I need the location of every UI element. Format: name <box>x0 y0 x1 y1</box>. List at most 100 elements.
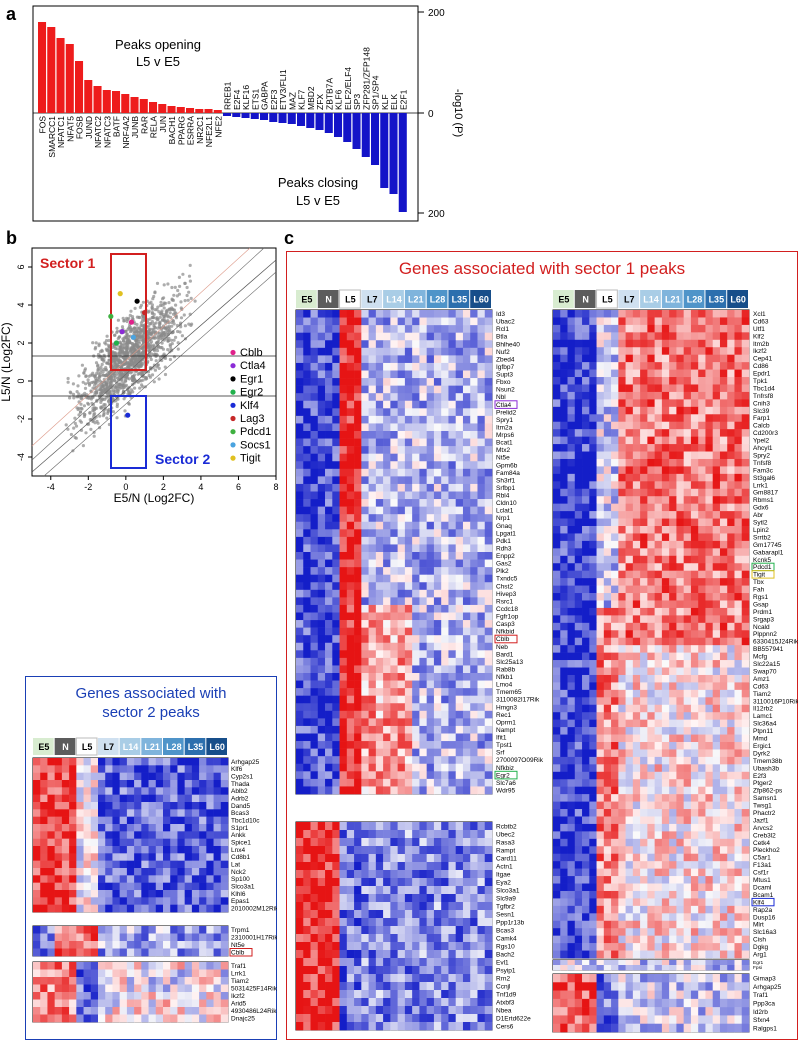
heat-cell <box>296 483 304 492</box>
heat-cell <box>433 355 442 364</box>
scatter-point <box>174 316 178 320</box>
heat-cell <box>61 868 70 876</box>
scatter-point <box>83 368 87 373</box>
heat-cell <box>441 771 449 780</box>
bar-klf7 <box>297 113 306 126</box>
scatter-point <box>141 348 146 352</box>
heat-cell <box>441 974 449 983</box>
heat-cell <box>199 941 207 949</box>
scatter-point <box>127 366 131 370</box>
heat-cell <box>441 958 449 967</box>
s2-gene-label: Adrb2 <box>231 796 249 803</box>
legend-klf4: Klf4 <box>240 400 259 412</box>
heat-cell <box>484 741 493 749</box>
heat-cell <box>484 822 493 831</box>
heat-cell <box>375 974 384 983</box>
scatter-point <box>148 317 152 321</box>
heat-cell <box>383 370 391 379</box>
bar-label: ELK <box>389 94 399 110</box>
heat-cell <box>303 536 311 545</box>
heat-cell <box>339 310 348 318</box>
heat-cell <box>112 758 120 766</box>
heat-cell <box>339 627 348 636</box>
heat-cell <box>332 370 340 379</box>
heat-cell <box>346 673 355 681</box>
heat-cell <box>390 710 398 719</box>
heat-cell <box>361 990 369 999</box>
heat-cell <box>441 657 449 666</box>
heat-cell <box>361 468 369 477</box>
bar-label: RREB1 <box>223 81 233 110</box>
heat-cell <box>98 860 106 869</box>
heat-cell <box>419 521 427 530</box>
s1-left-heatmap-top <box>296 310 493 795</box>
heat-cell <box>383 862 391 871</box>
heat-cell <box>354 415 362 424</box>
heat-cell <box>191 962 200 970</box>
heat-cell <box>383 778 391 787</box>
heat-cell <box>112 838 120 847</box>
heat-cell <box>33 794 41 803</box>
heat-cell <box>433 725 442 734</box>
heat-cell <box>339 665 348 674</box>
heat-cell <box>448 612 456 621</box>
heat-cell <box>296 620 304 628</box>
heat-cell <box>419 862 427 871</box>
heat-cell <box>462 718 471 727</box>
heat-cell <box>354 733 362 742</box>
heat-cell <box>433 627 442 636</box>
heat-cell <box>390 317 398 326</box>
heat-cell <box>368 688 377 696</box>
heat-cell <box>404 763 413 772</box>
heat-cell <box>354 536 362 545</box>
scatter-point <box>136 364 140 368</box>
heat-cell <box>368 483 377 492</box>
heat-cell <box>433 559 442 568</box>
heat-cell <box>303 385 311 394</box>
scatter-point <box>122 381 126 385</box>
heat-cell <box>462 476 471 485</box>
heat-cell <box>484 325 493 333</box>
heat-cell <box>441 741 449 749</box>
heat-cell <box>317 370 326 379</box>
scatter-point <box>168 311 172 315</box>
heat-cell <box>177 904 185 913</box>
heat-cell <box>433 438 442 447</box>
heat-cell <box>433 926 442 935</box>
scatter-point <box>178 284 182 288</box>
heat-cell <box>213 882 222 891</box>
heat-cell <box>126 992 135 1000</box>
heat-cell <box>375 650 384 659</box>
heat-cell <box>441 529 449 538</box>
heat-cell <box>220 794 229 803</box>
heat-cell <box>163 992 171 1000</box>
heat-cell <box>361 446 369 454</box>
heat-cell <box>441 718 449 727</box>
heat-cell <box>419 370 427 379</box>
heat-cell <box>170 933 178 942</box>
legend-marker <box>230 442 236 448</box>
heat-cell <box>98 992 106 1000</box>
heat-cell <box>397 370 406 379</box>
heat-cell <box>310 476 319 485</box>
heat-cell <box>354 966 362 975</box>
legend-marker <box>230 402 236 408</box>
heat-cell <box>332 902 340 911</box>
heat-cell <box>404 910 413 919</box>
s1-left-gene-label: Nfkbid <box>496 629 515 636</box>
scatter-point <box>168 357 172 362</box>
heat-cell <box>397 741 406 749</box>
heat-cell <box>317 453 326 462</box>
heat-cell <box>98 948 106 957</box>
heat-cell <box>76 904 84 913</box>
heat-cell <box>134 816 142 825</box>
scatter-point <box>69 432 73 437</box>
heat-cell <box>470 680 478 689</box>
heat-cell <box>419 838 427 847</box>
heat-cell <box>390 400 398 409</box>
heat-cell <box>325 657 333 666</box>
heat-cell <box>397 468 406 477</box>
heat-cell <box>310 499 319 507</box>
heat-cell <box>40 1007 48 1015</box>
heat-cell <box>462 393 471 402</box>
